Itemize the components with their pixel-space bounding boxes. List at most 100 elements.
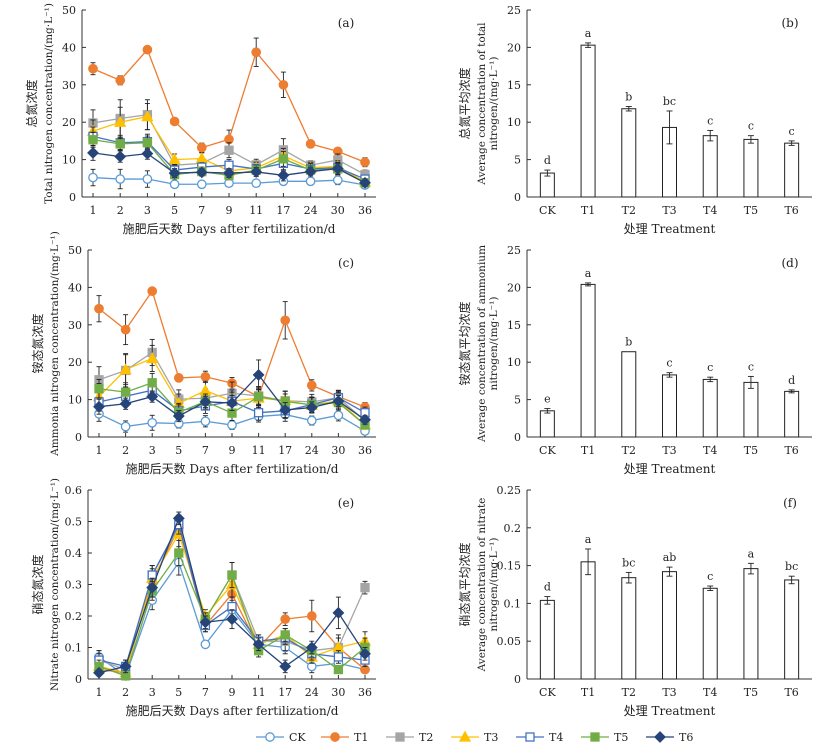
y-tick-label: 0.2 [504,522,522,535]
x-axis-title: 处理 Treatment [624,222,716,236]
y-axis-title: nitrogen/(mg·L⁻¹) [488,297,500,391]
y-tick-label: 5 [514,154,521,167]
x-tick-label: 9 [229,444,236,457]
x-tick-label: T3 [662,204,676,217]
significance-letter: bc [663,95,676,108]
y-axis-title: nitrogen/(mg·L⁻¹) [488,538,500,632]
y-tick-label: 40 [62,41,76,54]
y-axis-title-cn: 铵态氮浓度 [30,313,45,373]
legend-item-CK: CK [256,731,306,744]
y-axis-title: Average concentration of nitrate [476,498,488,673]
data-point [146,390,159,403]
x-tick-label: T5 [744,204,758,217]
y-axis-title: Average concentration of ammonium [476,245,488,443]
data-point [280,315,291,326]
y-axis-title: Total nitrogen concentration/(mg·L⁻¹) [43,3,55,204]
legend-item-T3: T3 [451,730,498,744]
data-point [305,176,316,187]
data-point [359,413,371,426]
panel-label: (b) [781,16,798,30]
data-point [253,391,264,402]
legend-marker [525,732,535,742]
x-tick-label: 9 [226,204,233,217]
data-point [147,286,158,296]
x-tick-label: 24 [304,204,318,217]
x-tick-label: 3 [149,686,156,699]
y-tick-label: 20 [62,116,76,129]
data-point [226,613,238,626]
data-point [252,638,265,651]
significance-letter: b [625,336,632,349]
y-tick-label: 0.25 [497,484,522,497]
legend-marker [590,732,600,742]
x-tick-label: 36 [358,444,372,457]
x-tick-label: 17 [278,686,292,699]
x-tick-label: T1 [581,204,595,217]
significance-letter: b [625,90,632,103]
x-tick-label: 17 [276,204,290,217]
significance-letter: d [788,374,795,387]
x-tick-label: 3 [149,444,156,457]
data-point [200,416,211,427]
x-tick-label: 7 [202,444,209,457]
x-tick-label: CK [539,444,556,457]
legend-label: T6 [679,731,693,744]
bar [621,351,637,438]
y-tick-label: 10 [507,356,521,369]
y-tick-label: 0.5 [65,516,83,529]
x-tick-label: T2 [622,686,636,699]
x-tick-label: 30 [331,204,345,217]
x-axis-title: 施肥后天数 Days after fertilization/d [123,221,336,236]
legend-marker [654,731,666,743]
data-point [227,420,237,430]
data-point [279,660,292,673]
data-point [252,368,265,381]
data-point [119,363,132,375]
data-point [280,614,291,625]
bar [621,577,637,680]
y-tick-label: 40 [68,281,82,294]
y-axis-title: Ammonia nitrogen concentration/(mg·L⁻¹) [49,231,61,457]
significance-letter: a [585,267,592,280]
bar [580,561,596,680]
x-tick-label: 24 [305,686,319,699]
data-point [88,172,98,183]
data-point [142,44,153,55]
data-point [278,154,289,164]
data-point [115,139,125,149]
y-tick-label: 10 [68,394,82,407]
data-point [360,157,370,168]
y-axis-title-cn: 硝态氮平均浓度 [457,542,472,626]
data-point [306,611,317,621]
x-tick-label: 24 [305,444,319,457]
x-tick-label: 2 [122,686,129,699]
significance-letter: c [707,114,713,127]
x-axis-title: 处理 Treatment [624,462,716,476]
panel-label: (f) [783,496,797,510]
significance-letter: c [789,125,795,138]
data-point [224,145,234,155]
y-axis-title-cn: 总氮浓度 [24,79,39,127]
data-point [253,408,264,418]
legend: CK T1 T2 T3 T4 T5 T6 [256,730,693,744]
data-point [142,174,153,184]
y-tick-label: 30 [62,79,76,92]
x-tick-label: T5 [744,444,758,457]
data-point [305,139,316,149]
bar [539,599,555,680]
legend-marker [265,732,275,742]
y-tick-label: 25 [507,4,521,17]
significance-letter: d [544,154,551,167]
legend-marker [330,732,340,742]
y-tick-label: 0 [75,431,82,444]
y-tick-label: 50 [68,244,82,257]
x-axis-title: 处理 Treatment [624,704,716,718]
data-point [278,79,289,90]
y-tick-label: 0 [514,431,521,444]
chart-panel-b: 0 5 10 15 20 25 d CK a T1 b T2 bc T3 c T4 c T5 c T6 (b) 处理 Tr… [457,4,812,236]
bar [662,571,677,680]
data-point [226,397,238,409]
x-axis-title: 施肥后天数 Days after fertilization/d [126,461,339,476]
data-point [141,110,154,122]
